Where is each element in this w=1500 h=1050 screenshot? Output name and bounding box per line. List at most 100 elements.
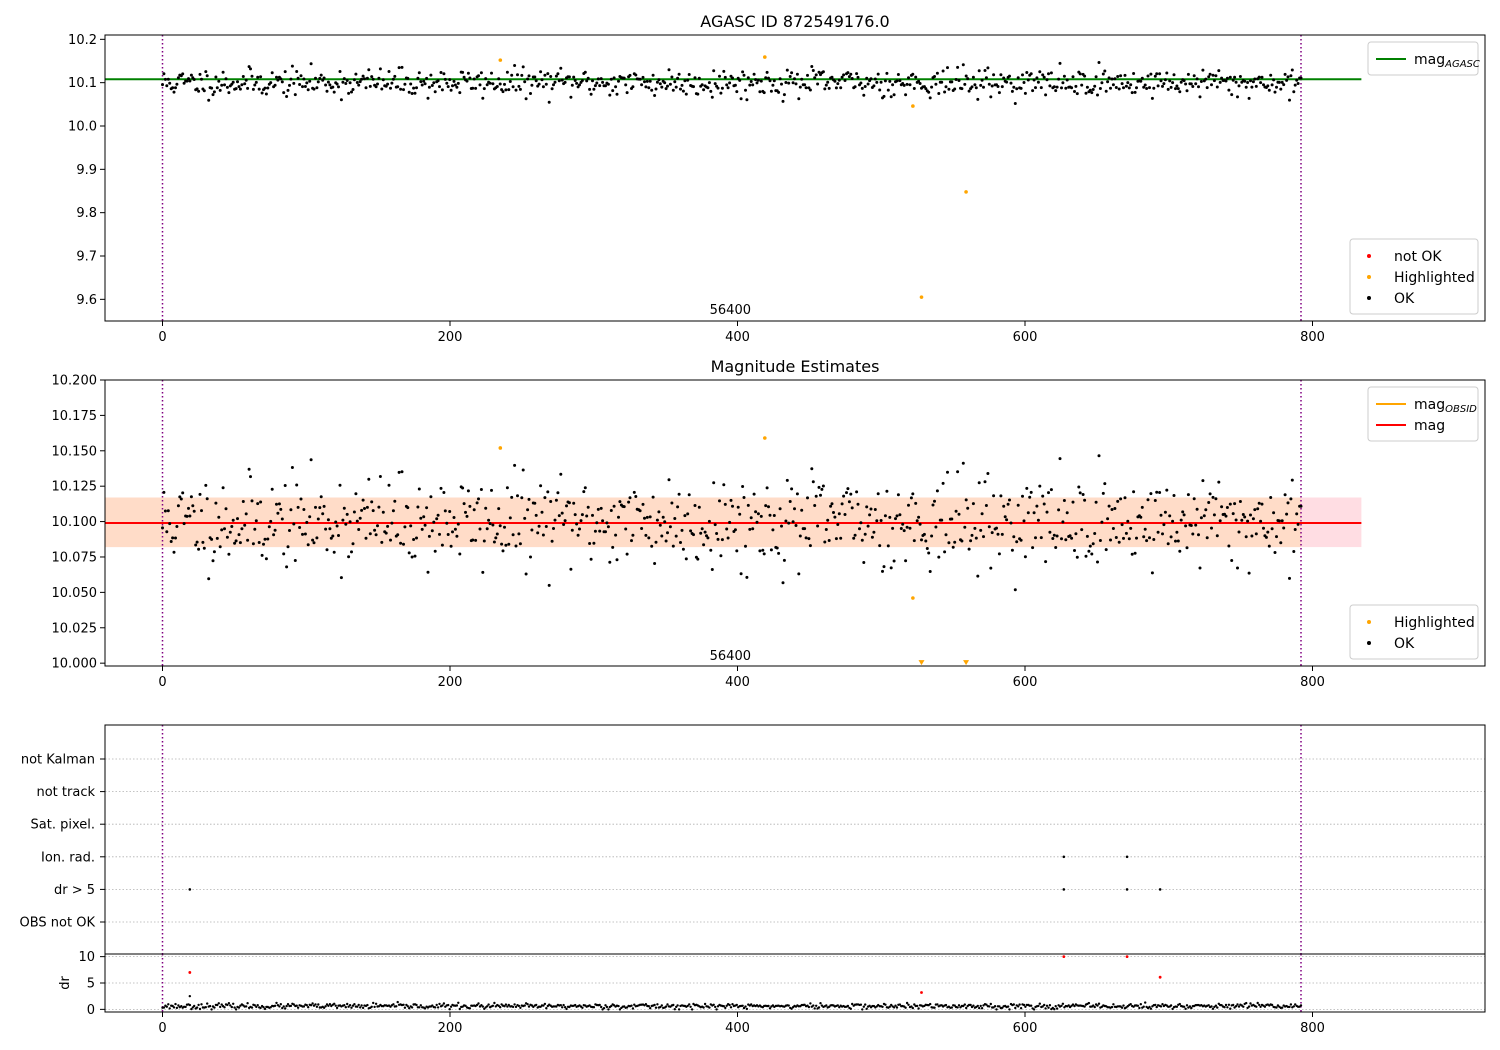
- ok-point: [276, 511, 280, 515]
- ok-point: [598, 84, 602, 88]
- ok-point: [540, 510, 544, 514]
- ok-point: [1169, 535, 1173, 539]
- ok-point: [645, 79, 649, 83]
- ok-point: [806, 73, 809, 77]
- ok-point: [449, 544, 453, 548]
- ok-point: [892, 93, 896, 97]
- ok-point: [598, 529, 602, 533]
- ok-point: [810, 65, 814, 68]
- ok-point: [547, 583, 551, 587]
- plot-frame: [104, 379, 1486, 667]
- ok-point: [944, 85, 948, 89]
- ok-point: [785, 68, 789, 72]
- dr-point: [742, 1006, 746, 1010]
- ok-point: [808, 88, 812, 92]
- ok-point: [1150, 96, 1154, 100]
- dr-point: [273, 1004, 277, 1007]
- ok-point: [1103, 482, 1107, 486]
- ok-point: [1048, 530, 1052, 534]
- dr-point: [438, 1002, 441, 1006]
- ok-point: [663, 520, 667, 524]
- ok-point: [891, 83, 895, 87]
- ok-point: [816, 524, 820, 528]
- ok-point: [188, 514, 192, 518]
- ok-point: [1198, 566, 1202, 570]
- ok-point: [338, 70, 342, 73]
- ok-point: [684, 557, 688, 561]
- ok-point: [1114, 86, 1118, 89]
- dr-point: [617, 1004, 620, 1008]
- ok-point: [249, 67, 252, 71]
- ok-point: [821, 70, 825, 74]
- ok-point: [679, 87, 682, 91]
- ok-point: [808, 544, 812, 548]
- dr-point: [477, 1002, 480, 1005]
- ok-point: [718, 74, 721, 78]
- ok-point: [432, 81, 436, 85]
- ok-point: [223, 83, 226, 87]
- ok-point: [722, 69, 726, 73]
- ok-point: [1175, 530, 1179, 534]
- ok-point: [583, 486, 587, 490]
- ok-point: [204, 70, 208, 74]
- ok-point: [720, 86, 724, 90]
- ok-point: [266, 537, 270, 541]
- ok-point: [241, 500, 245, 503]
- ok-point: [996, 85, 1000, 88]
- ok-point: [335, 82, 339, 86]
- ok-point: [212, 90, 216, 94]
- ok-point: [882, 565, 886, 569]
- ok-point: [283, 484, 287, 487]
- ok-point: [1212, 513, 1216, 517]
- ok-point: [559, 66, 563, 70]
- ok-point: [1165, 488, 1169, 492]
- ok-point: [1233, 502, 1237, 506]
- ok-point: [1202, 514, 1206, 518]
- ok-point: [1036, 518, 1040, 522]
- dr-point: [322, 1006, 326, 1009]
- legend-frame: [1367, 41, 1479, 76]
- dr-point: [910, 1005, 913, 1008]
- ok-point: [1181, 510, 1185, 514]
- ok-point: [989, 566, 993, 570]
- dr-point: [305, 1004, 308, 1007]
- ok-point: [670, 75, 674, 79]
- ok-point: [834, 86, 838, 90]
- ok-point: [990, 531, 994, 535]
- ok-point: [1113, 507, 1117, 510]
- dr-point: [197, 1003, 200, 1007]
- ok-point: [873, 77, 877, 81]
- ok-point: [836, 82, 840, 86]
- ok-point: [269, 81, 273, 85]
- ok-point: [560, 78, 564, 82]
- dr-point: [819, 1002, 822, 1005]
- ok-point: [746, 503, 750, 507]
- ok-point: [1256, 507, 1260, 511]
- dr-point: [1299, 1004, 1303, 1007]
- ok-point: [1273, 90, 1277, 94]
- ok-point: [1295, 78, 1299, 82]
- ok-point: [1078, 491, 1082, 495]
- ok-point: [337, 85, 340, 89]
- ok-point: [560, 511, 564, 515]
- ok-point: [706, 536, 710, 540]
- ok-point: [980, 512, 984, 516]
- ok-point: [1163, 510, 1167, 514]
- ok-point: [188, 79, 192, 83]
- ok-point: [795, 72, 799, 76]
- dr-outlier-point: [1125, 955, 1129, 959]
- ok-point: [875, 80, 879, 84]
- ok-point: [596, 507, 600, 511]
- dr-point: [216, 1003, 219, 1007]
- ok-point: [1146, 498, 1150, 502]
- ok-point: [769, 548, 773, 552]
- ok-point: [881, 569, 884, 573]
- ok-point: [979, 83, 983, 87]
- ok-point: [719, 554, 723, 558]
- ok-point: [1240, 518, 1244, 522]
- dr-point: [275, 1001, 278, 1005]
- ok-point: [798, 85, 802, 89]
- ok-point: [409, 82, 413, 86]
- ok-point: [400, 470, 404, 474]
- ok-point: [839, 86, 843, 90]
